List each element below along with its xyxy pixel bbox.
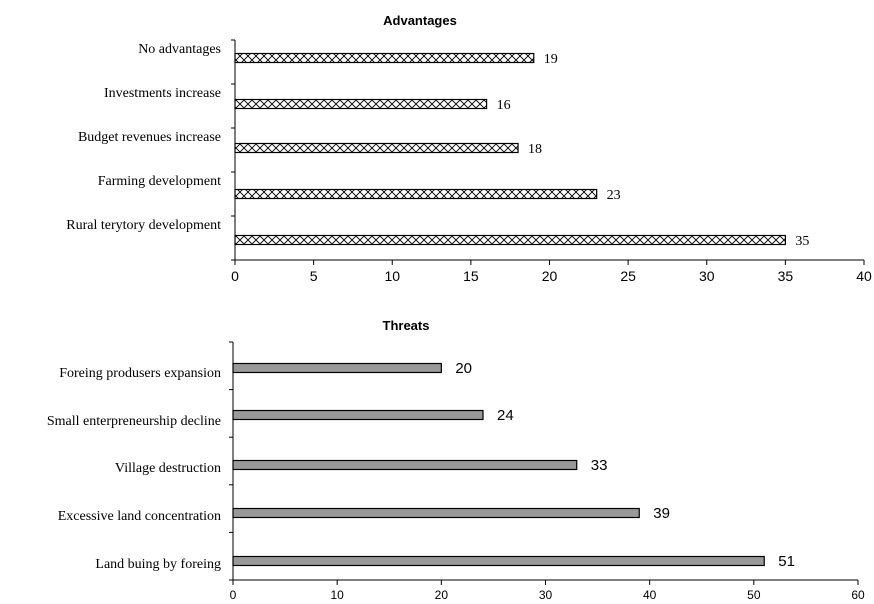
threats-x-tick-label: 0 [230, 588, 237, 602]
advantages-bar [234, 52, 535, 64]
threats-category-label: Foreing produsers expansion [59, 366, 221, 381]
advantages-x-tick-label: 35 [778, 268, 794, 284]
threats-category-label: Excessive land concentration [58, 509, 221, 524]
advantages-bar [234, 98, 488, 110]
advantages-category-label: Rural terytory development [66, 218, 221, 233]
threats-data-label: 24 [497, 407, 514, 424]
threats-bar [232, 507, 640, 519]
threats-data-label: 39 [653, 505, 670, 522]
threats-x-tick-label: 60 [851, 588, 865, 602]
advantages-x-tick-label: 5 [310, 268, 318, 284]
advantages-x-tick-label: 15 [463, 268, 479, 284]
threats-bar [232, 459, 578, 471]
threats-bar [232, 555, 765, 567]
threats-bar [232, 409, 484, 421]
threats-title: Threats [383, 318, 430, 333]
advantages-x-tick-label: 40 [856, 268, 872, 284]
advantages-category-label: Farming development [98, 174, 221, 189]
threats-x-tick-label: 30 [539, 588, 553, 602]
threats-x-tick-label: 20 [435, 588, 449, 602]
threats-data-label: 51 [778, 553, 795, 570]
threats-category-label: Village destruction [115, 461, 221, 476]
advantages-title: Advantages [383, 13, 457, 28]
advantages-x-tick-label: 0 [231, 268, 239, 284]
advantages-data-label: 19 [544, 52, 558, 67]
threats-category-label: Small enterpreneurship decline [47, 414, 221, 429]
advantages-data-label: 18 [528, 142, 542, 157]
advantages-x-tick-label: 25 [620, 268, 636, 284]
advantages-bar [234, 142, 519, 154]
advantages-data-label: 23 [607, 188, 621, 203]
advantages-category-label: No advantages [138, 42, 221, 57]
advantages-category-label: Investments increase [104, 86, 221, 101]
threats-x-tick-label: 10 [330, 588, 344, 602]
threats-chart: Threats Foreing produsers expansion Small… [47, 318, 865, 602]
threats-x-tick-label: 50 [747, 588, 761, 602]
threats-bar [232, 362, 442, 374]
threats-x-tick-label: 40 [643, 588, 657, 602]
advantages-category-label: Budget revenues increase [78, 130, 221, 145]
advantages-bar [234, 234, 786, 246]
threats-category-label: Land buing by foreing [95, 557, 221, 572]
threats-data-label: 33 [591, 457, 608, 474]
advantages-chart: Advantages No advantages Investments incr… [66, 13, 872, 284]
advantages-bar [234, 188, 598, 200]
advantages-data-label: 35 [795, 234, 809, 249]
advantages-data-label: 16 [497, 98, 511, 113]
advantages-x-tick-label: 20 [542, 268, 558, 284]
advantages-x-tick-label: 30 [699, 268, 715, 284]
advantages-x-tick-label: 10 [384, 268, 400, 284]
threats-data-label: 20 [455, 360, 472, 377]
